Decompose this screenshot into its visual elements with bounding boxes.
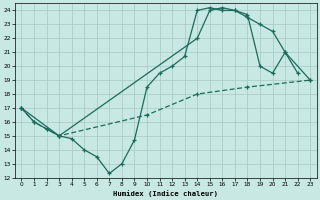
- X-axis label: Humidex (Indice chaleur): Humidex (Indice chaleur): [113, 190, 218, 197]
